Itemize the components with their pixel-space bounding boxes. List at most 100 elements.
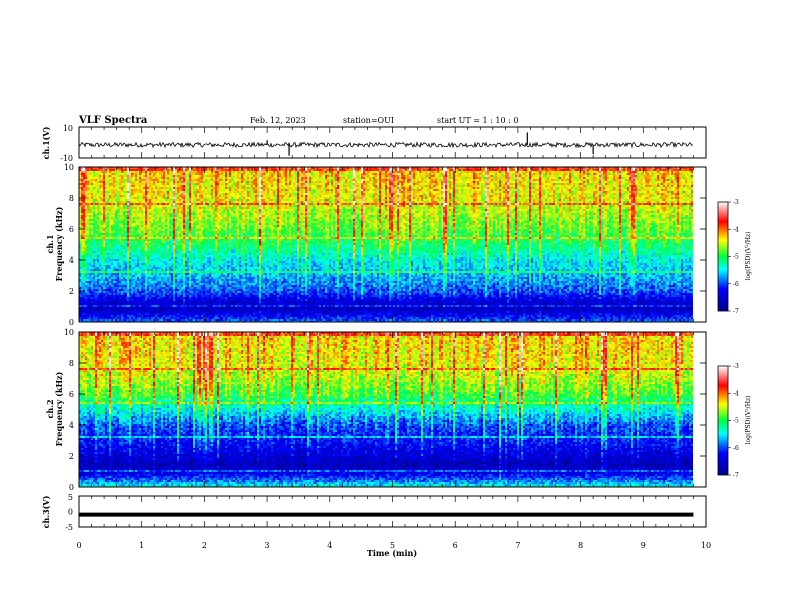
spectrogram-cell <box>671 195 673 197</box>
spectrogram-cell <box>413 191 415 193</box>
spectrogram-cell <box>363 197 365 199</box>
spectrogram-cell <box>619 187 621 189</box>
spectrogram-cell <box>129 189 131 191</box>
spectrogram-cell <box>511 173 513 175</box>
spectrogram-cell <box>551 189 553 191</box>
spectrogram-cell <box>475 195 477 197</box>
spectrogram-cell <box>679 197 681 199</box>
spectrogram-cell <box>511 169 513 171</box>
spectrogram-cell <box>173 191 175 193</box>
spectrogram-cell <box>467 193 469 195</box>
spectrogram-cell <box>193 195 195 197</box>
spectrogram-cell <box>631 193 633 195</box>
spectrogram-cell <box>171 169 173 171</box>
spectrogram-cell <box>103 199 105 201</box>
spectrogram-cell <box>299 183 301 185</box>
spectrogram-cell <box>257 173 259 175</box>
spectrogram-cell <box>245 183 247 185</box>
spectrogram-cell <box>335 171 337 173</box>
spectrogram-cell <box>609 191 611 193</box>
spectrogram-cell <box>539 173 541 175</box>
spectrogram-cell <box>579 197 581 199</box>
spectrogram-cell <box>345 171 347 173</box>
spectrogram-cell <box>655 191 657 193</box>
spectrogram-cell <box>653 171 655 173</box>
spectrogram-cell <box>195 193 197 195</box>
spectrogram-cell <box>667 189 669 191</box>
spectrogram-cell <box>197 183 199 185</box>
spectrogram-cell <box>667 187 669 189</box>
spectrogram-cell <box>405 189 407 191</box>
spectrogram-cell <box>171 189 173 191</box>
spectrogram-cell <box>401 185 403 187</box>
spectrogram-cell <box>555 197 557 199</box>
spectrogram-cell <box>241 173 243 175</box>
spectrogram-cell <box>363 183 365 185</box>
spectrogram-cell <box>387 191 389 193</box>
spectrogram-cell <box>133 185 135 187</box>
spectrogram-cell <box>617 181 619 183</box>
spectrogram-cell <box>431 177 433 179</box>
spectrogram-cell <box>341 177 343 179</box>
spectrogram-cell <box>247 181 249 183</box>
spectrogram-cell <box>619 193 621 195</box>
spectrogram-cell <box>205 193 207 195</box>
spectrogram-cell <box>371 175 373 177</box>
spectrogram-cell <box>181 195 183 197</box>
spectrogram-cell <box>163 187 165 189</box>
spectrogram-cell <box>247 171 249 173</box>
spectrogram-cell <box>411 175 413 177</box>
spectrogram-cell <box>261 191 263 193</box>
spectrogram-cell <box>499 177 501 179</box>
spectrogram-cell <box>237 177 239 179</box>
spectrogram-cell <box>605 187 607 189</box>
spectrogram-cell <box>565 175 567 177</box>
spectrogram-cell <box>591 181 593 183</box>
spectrogram-cell <box>289 173 291 175</box>
spectrogram-cell <box>679 181 681 183</box>
spectrogram-cell <box>289 193 291 195</box>
spectrogram-cell <box>323 179 325 181</box>
spectrogram-cell <box>111 197 113 199</box>
spectrogram-cell <box>379 191 381 193</box>
spectrogram-cell <box>113 189 115 191</box>
spectrogram-cell <box>83 191 85 193</box>
spectrogram-cell <box>251 173 253 175</box>
spectrogram-cell <box>161 195 163 197</box>
spectrogram-cell <box>569 177 571 179</box>
spectrogram-cell <box>539 179 541 181</box>
spectrogram-cell <box>379 175 381 177</box>
spectrogram-cell <box>591 189 593 191</box>
spectrogram-cell <box>439 183 441 185</box>
spectrogram-cell <box>523 173 525 175</box>
spectrogram-cell <box>119 197 121 199</box>
spectrogram-cell <box>397 197 399 199</box>
spectrogram-cell <box>691 189 693 191</box>
spectrogram-cell <box>593 185 595 187</box>
spectrogram-cell <box>559 185 561 187</box>
spectrogram-cell <box>427 183 429 185</box>
spectrogram-cell <box>473 177 475 179</box>
spectrogram-cell <box>529 183 531 185</box>
spectrogram-cell <box>263 193 265 195</box>
spectrogram-cell <box>397 189 399 191</box>
spectrogram-cell <box>633 187 635 189</box>
spectrogram-cell <box>167 199 169 201</box>
spectrogram-cell <box>469 177 471 179</box>
spectrogram-cell <box>93 175 95 177</box>
spectrogram-cell <box>393 189 395 191</box>
spectrogram-cell <box>547 173 549 175</box>
spectrogram-cell <box>585 169 587 171</box>
spectrogram-cell <box>571 191 573 193</box>
spectrogram-cell <box>525 183 527 185</box>
spectrogram-cell <box>501 181 503 183</box>
spectrogram-cell <box>585 179 587 181</box>
spectrogram-cell <box>613 177 615 179</box>
spectrogram-cell <box>157 179 159 181</box>
spectrogram-cell <box>437 195 439 197</box>
spectrogram-cell <box>287 179 289 181</box>
spectrogram-cell <box>159 195 161 197</box>
spectrogram-cell <box>253 189 255 191</box>
spectrogram-cell <box>265 183 267 185</box>
spectrogram-cell <box>315 183 317 185</box>
